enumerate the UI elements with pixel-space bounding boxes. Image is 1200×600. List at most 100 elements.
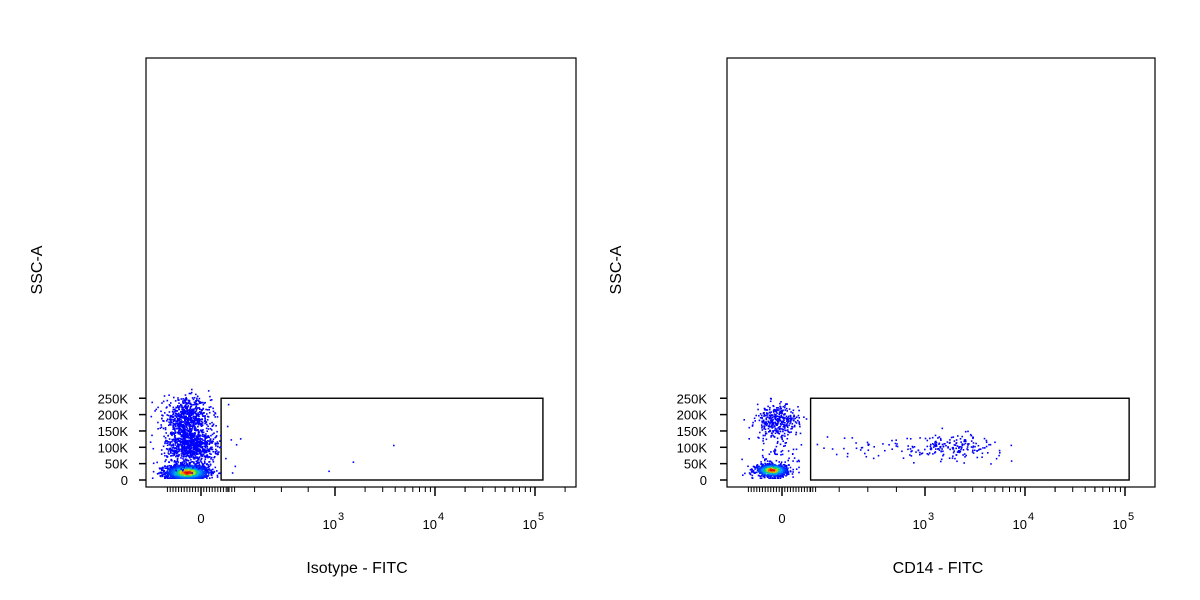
event-dot (769, 469, 772, 471)
event-dot (930, 443, 932, 446)
event-dot (775, 470, 777, 472)
event-dot (975, 442, 977, 445)
event-dot (757, 468, 759, 470)
event-dot (940, 439, 942, 441)
event-dot (959, 450, 962, 453)
event-dot (181, 440, 183, 443)
event-dot (787, 473, 790, 475)
event-dot (793, 424, 796, 427)
event-dot (924, 448, 926, 451)
event-dot (793, 414, 795, 417)
event-dot (189, 453, 192, 456)
event-dot (193, 432, 196, 434)
event-dot (931, 436, 934, 439)
event-dot (177, 423, 179, 426)
event-dot (198, 435, 201, 438)
event-dot (776, 422, 778, 425)
event-dot (174, 425, 177, 427)
event-dot (774, 427, 777, 430)
event-dot (957, 435, 959, 437)
event-dot (187, 477, 189, 479)
event-dot (767, 475, 769, 478)
event-dot (792, 426, 794, 428)
event-dot (170, 475, 172, 477)
event-dot (200, 443, 203, 445)
event-dot (982, 447, 984, 449)
event-dot (781, 471, 783, 473)
event-dot (166, 420, 168, 422)
gate-rectangle[interactable] (220, 397, 544, 481)
event-dot (751, 425, 754, 427)
event-dot (784, 429, 786, 432)
event-dot (777, 468, 780, 471)
event-dot (215, 453, 218, 455)
gate-rectangle[interactable] (809, 397, 1130, 481)
event-dot (773, 473, 776, 476)
event-dot (183, 444, 186, 446)
event-dot (894, 442, 897, 445)
event-dot (972, 445, 975, 447)
event-dot (167, 468, 169, 471)
event-dot (765, 470, 768, 472)
event-dot (200, 423, 203, 425)
event-dot (204, 446, 207, 449)
event-dot (191, 434, 193, 437)
event-dot (176, 448, 178, 451)
event-dot (891, 439, 893, 442)
event-dot (185, 455, 187, 458)
event-dot (777, 420, 780, 423)
event-dot (764, 472, 767, 474)
event-dot (165, 476, 167, 478)
event-dot (783, 425, 786, 427)
event-dot (767, 463, 769, 466)
event-dot (190, 392, 192, 395)
event-dot (932, 453, 934, 455)
event-dot (190, 414, 192, 417)
event-dot (200, 425, 203, 427)
event-dot (161, 475, 164, 478)
event-dot (789, 466, 792, 469)
event-dot (789, 470, 792, 472)
event-dot (200, 418, 202, 421)
event-dot (958, 449, 961, 452)
y-axis-title-text: SSC-A (29, 245, 46, 294)
event-dot (202, 453, 205, 456)
event-dot (205, 433, 207, 435)
event-dot (187, 434, 189, 437)
event-dot (775, 424, 777, 426)
event-dot (216, 430, 218, 433)
event-dot (782, 405, 785, 408)
event-dot (192, 424, 194, 427)
event-dot (938, 442, 941, 445)
event-dot (164, 442, 166, 445)
event-dot (782, 430, 784, 433)
event-dot (185, 434, 188, 436)
event-dot (768, 453, 771, 455)
event-dot (781, 436, 783, 439)
event-dot (207, 466, 210, 469)
event-dot (763, 420, 765, 423)
event-dot (164, 460, 166, 463)
event-dot (203, 420, 206, 423)
event-dot (207, 390, 210, 392)
event-dot (752, 421, 754, 424)
event-dot (173, 450, 175, 452)
event-dot (182, 438, 185, 440)
event-dot (199, 439, 201, 442)
event-dot (198, 476, 200, 479)
event-dot (213, 470, 216, 473)
event-dot (204, 441, 206, 444)
event-dot (768, 417, 771, 420)
event-dot (170, 421, 172, 424)
event-dot (952, 447, 954, 450)
event-dot (195, 403, 198, 406)
event-dot (193, 396, 196, 399)
event-dot (171, 476, 174, 478)
event-dot (171, 441, 173, 443)
event-dot (760, 424, 763, 426)
event-dot (177, 440, 180, 442)
event-dot (773, 408, 775, 411)
event-dot (926, 439, 929, 442)
event-dot (193, 445, 196, 447)
event-dot (205, 474, 207, 477)
